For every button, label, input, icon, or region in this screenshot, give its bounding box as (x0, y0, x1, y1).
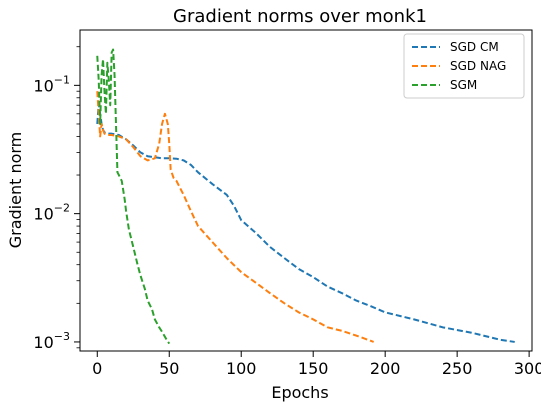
legend-frame (403, 33, 525, 99)
y-tick-exponent: −2 (54, 202, 70, 215)
series-line-sgm (96, 48, 171, 345)
x-tick-label: 300 (514, 359, 541, 378)
x-tick-label: 100 (226, 359, 257, 378)
y-tick-label: 10−2 (33, 202, 70, 224)
x-tick-label: 150 (298, 359, 329, 378)
y-tick-base: 10 (33, 76, 53, 95)
y-tick-label: 10−1 (33, 73, 70, 95)
x-tick-label: 200 (370, 359, 401, 378)
x-axis: 0 50 100 150 200 250 300 (92, 351, 541, 378)
legend-label: SGD CM (450, 40, 499, 54)
y-tick-label: 10−3 (33, 330, 70, 352)
y-axis-label: Gradient norm (6, 132, 25, 249)
chart-title: Gradient norms over monk1 (173, 6, 427, 27)
legend-label: SGM (450, 78, 477, 92)
y-tick-exponent: −3 (54, 330, 70, 343)
x-tick-label: 50 (159, 359, 179, 378)
series-line-sgd-cm (96, 102, 515, 343)
series-line-sgd-nag (96, 91, 375, 343)
x-axis-label: Epochs (271, 383, 328, 402)
y-axis: 10−110−210−3 (33, 46, 80, 352)
y-tick-base: 10 (33, 205, 53, 224)
series-lines (96, 48, 515, 345)
legend-label: SGD NAG (450, 59, 506, 73)
plot-area (79, 29, 533, 352)
y-tick-base: 10 (33, 333, 53, 352)
x-tick-label: 0 (92, 359, 102, 378)
x-tick-label: 250 (442, 359, 473, 378)
y-tick-exponent: −1 (54, 73, 70, 86)
legend: SGD CM SGD NAG SGM (403, 33, 525, 99)
